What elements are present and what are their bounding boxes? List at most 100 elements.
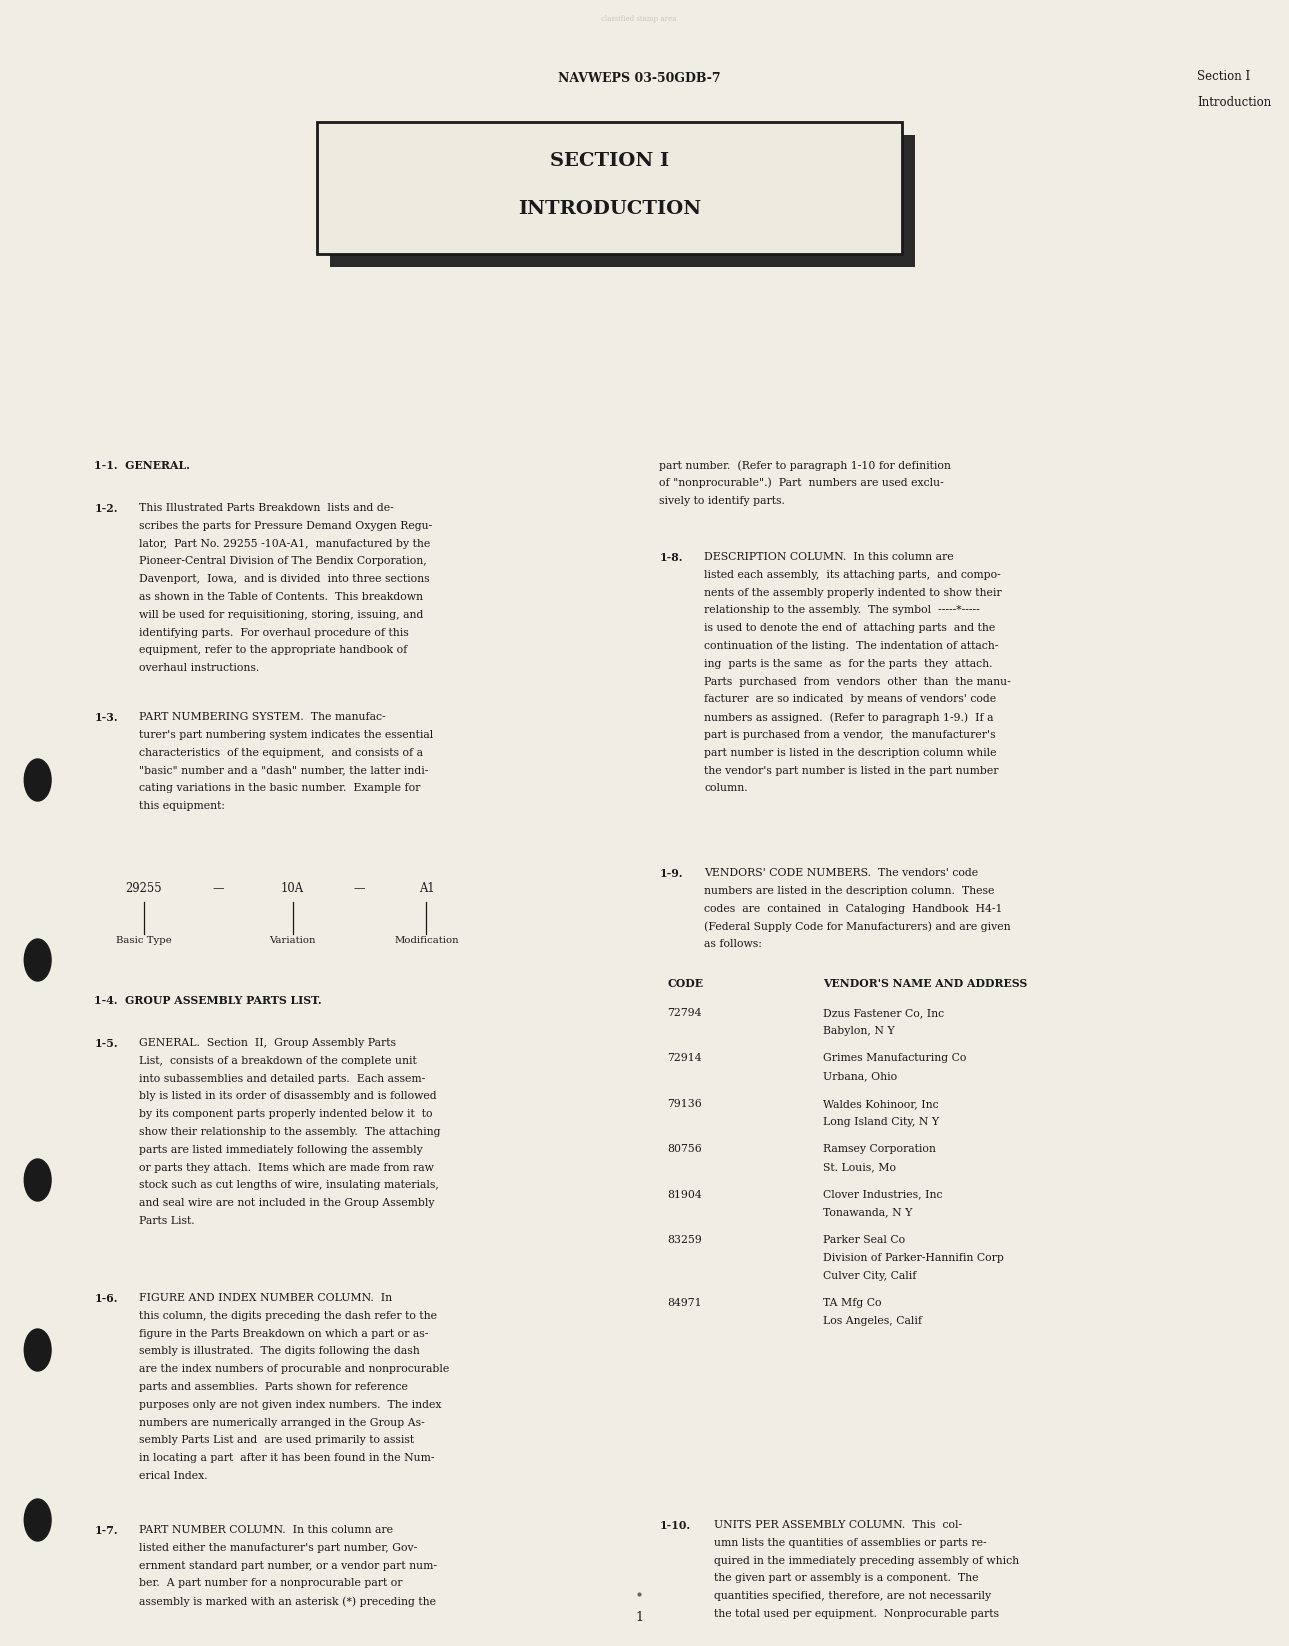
Text: FIGURE AND INDEX NUMBER COLUMN.  In: FIGURE AND INDEX NUMBER COLUMN. In bbox=[139, 1294, 392, 1304]
Text: column.: column. bbox=[704, 783, 748, 793]
Text: will be used for requisitioning, storing, issuing, and: will be used for requisitioning, storing… bbox=[139, 609, 423, 621]
Text: in locating a part  after it has been found in the Num-: in locating a part after it has been fou… bbox=[139, 1453, 434, 1463]
Text: codes  are  contained  in  Cataloging  Handbook  H4-1: codes are contained in Cataloging Handbo… bbox=[704, 904, 1003, 914]
Text: Parker Seal Co: Parker Seal Co bbox=[824, 1234, 905, 1244]
Text: sively to identify parts.: sively to identify parts. bbox=[660, 495, 785, 505]
Text: 1-10.: 1-10. bbox=[660, 1519, 691, 1531]
Text: GENERAL.  Section  II,  Group Assembly Parts: GENERAL. Section II, Group Assembly Part… bbox=[139, 1039, 396, 1049]
Ellipse shape bbox=[24, 1159, 52, 1202]
Text: scribes the parts for Pressure Demand Oxygen Regu-: scribes the parts for Pressure Demand Ox… bbox=[139, 520, 432, 530]
Text: (Federal Supply Code for Manufacturers) and are given: (Federal Supply Code for Manufacturers) … bbox=[704, 922, 1011, 932]
Text: Parts List.: Parts List. bbox=[139, 1216, 195, 1226]
Text: VENDORS' CODE NUMBERS.  The vendors' code: VENDORS' CODE NUMBERS. The vendors' code bbox=[704, 867, 978, 877]
Text: listed each assembly,  its attaching parts,  and compo-: listed each assembly, its attaching part… bbox=[704, 570, 1000, 579]
Text: part number.  (Refer to paragraph 1-10 for definition: part number. (Refer to paragraph 1-10 fo… bbox=[660, 459, 951, 471]
Text: 83259: 83259 bbox=[668, 1234, 703, 1244]
Text: relationship to the assembly.  The symbol  -----*-----: relationship to the assembly. The symbol… bbox=[704, 606, 980, 616]
Text: INTRODUCTION: INTRODUCTION bbox=[518, 201, 701, 217]
Text: 84971: 84971 bbox=[668, 1299, 703, 1309]
Ellipse shape bbox=[24, 938, 52, 981]
Text: UNITS PER ASSEMBLY COLUMN.  This  col-: UNITS PER ASSEMBLY COLUMN. This col- bbox=[714, 1519, 962, 1531]
Ellipse shape bbox=[24, 1500, 52, 1541]
Text: Pioneer-Central Division of The Bendix Corporation,: Pioneer-Central Division of The Bendix C… bbox=[139, 556, 427, 566]
Bar bbox=[317, 122, 902, 253]
Text: 1-5.: 1-5. bbox=[94, 1039, 117, 1049]
Text: Modification: Modification bbox=[394, 937, 459, 945]
Text: A1: A1 bbox=[419, 882, 434, 895]
Text: St. Louis, Mo: St. Louis, Mo bbox=[824, 1162, 896, 1172]
Text: numbers are numerically arranged in the Group As-: numbers are numerically arranged in the … bbox=[139, 1417, 424, 1427]
Text: SECTION I: SECTION I bbox=[550, 151, 669, 170]
Text: Urbana, Ohio: Urbana, Ohio bbox=[824, 1072, 897, 1081]
Text: continuation of the listing.  The indentation of attach-: continuation of the listing. The indenta… bbox=[704, 640, 999, 652]
Text: Dzus Fastener Co, Inc: Dzus Fastener Co, Inc bbox=[824, 1007, 945, 1017]
Text: 1-8.: 1-8. bbox=[660, 551, 683, 563]
Text: umn lists the quantities of assemblies or parts re-: umn lists the quantities of assemblies o… bbox=[714, 1537, 986, 1547]
Text: 81904: 81904 bbox=[668, 1190, 703, 1200]
Text: 72794: 72794 bbox=[668, 1007, 703, 1017]
Text: Section I: Section I bbox=[1197, 71, 1250, 82]
Text: this column, the digits preceding the dash refer to the: this column, the digits preceding the da… bbox=[139, 1310, 437, 1320]
Text: 1-9.: 1-9. bbox=[660, 867, 683, 879]
Text: Los Angeles, Calif: Los Angeles, Calif bbox=[824, 1315, 922, 1327]
Text: 1-1.  GENERAL.: 1-1. GENERAL. bbox=[94, 459, 189, 471]
Text: 29255: 29255 bbox=[125, 882, 162, 895]
Text: show their relationship to the assembly.  The attaching: show their relationship to the assembly.… bbox=[139, 1128, 441, 1137]
Text: CODE: CODE bbox=[668, 978, 704, 989]
Text: 1-2.: 1-2. bbox=[94, 504, 117, 514]
Text: equipment, refer to the appropriate handbook of: equipment, refer to the appropriate hand… bbox=[139, 645, 407, 655]
Text: turer's part numbering system indicates the essential: turer's part numbering system indicates … bbox=[139, 729, 433, 739]
Text: PART NUMBER COLUMN.  In this column are: PART NUMBER COLUMN. In this column are bbox=[139, 1524, 393, 1536]
Text: DESCRIPTION COLUMN.  In this column are: DESCRIPTION COLUMN. In this column are bbox=[704, 551, 954, 561]
Text: Babylon, N Y: Babylon, N Y bbox=[824, 1025, 895, 1035]
Text: purposes only are not given index numbers.  The index: purposes only are not given index number… bbox=[139, 1399, 441, 1411]
Text: nents of the assembly properly indented to show their: nents of the assembly properly indented … bbox=[704, 588, 1002, 597]
Text: are the index numbers of procurable and nonprocurable: are the index numbers of procurable and … bbox=[139, 1365, 449, 1374]
Text: as shown in the Table of Contents.  This breakdown: as shown in the Table of Contents. This … bbox=[139, 593, 423, 602]
Text: 10A: 10A bbox=[281, 882, 304, 895]
Text: the given part or assembly is a component.  The: the given part or assembly is a componen… bbox=[714, 1574, 978, 1583]
Text: 79136: 79136 bbox=[668, 1100, 703, 1109]
Text: Waldes Kohinoor, Inc: Waldes Kohinoor, Inc bbox=[824, 1100, 938, 1109]
Text: VENDOR'S NAME AND ADDRESS: VENDOR'S NAME AND ADDRESS bbox=[824, 978, 1027, 989]
Text: 1-4.  GROUP ASSEMBLY PARTS LIST.: 1-4. GROUP ASSEMBLY PARTS LIST. bbox=[94, 994, 322, 1006]
Text: "basic" number and a "dash" number, the latter indi-: "basic" number and a "dash" number, the … bbox=[139, 765, 428, 775]
Text: List,  consists of a breakdown of the complete unit: List, consists of a breakdown of the com… bbox=[139, 1055, 416, 1067]
Text: as follows:: as follows: bbox=[704, 940, 762, 950]
Text: sembly is illustrated.  The digits following the dash: sembly is illustrated. The digits follow… bbox=[139, 1346, 420, 1356]
Text: figure in the Parts Breakdown on which a part or as-: figure in the Parts Breakdown on which a… bbox=[139, 1328, 428, 1338]
Text: listed either the manufacturer's part number, Gov-: listed either the manufacturer's part nu… bbox=[139, 1542, 418, 1552]
Text: and seal wire are not included in the Group Assembly: and seal wire are not included in the Gr… bbox=[139, 1198, 434, 1208]
Text: facturer  are so indicated  by means of vendors' code: facturer are so indicated by means of ve… bbox=[704, 695, 996, 704]
Text: of "nonprocurable".)  Part  numbers are used exclu-: of "nonprocurable".) Part numbers are us… bbox=[660, 477, 945, 489]
Text: or parts they attach.  Items which are made from raw: or parts they attach. Items which are ma… bbox=[139, 1162, 433, 1172]
Text: parts and assemblies.  Parts shown for reference: parts and assemblies. Parts shown for re… bbox=[139, 1383, 407, 1393]
Text: the vendor's part number is listed in the part number: the vendor's part number is listed in th… bbox=[704, 765, 999, 775]
Text: overhaul instructions.: overhaul instructions. bbox=[139, 663, 259, 673]
Text: Basic Type: Basic Type bbox=[116, 937, 171, 945]
Text: NAVWEPS 03-50GDB-7: NAVWEPS 03-50GDB-7 bbox=[558, 72, 721, 86]
Text: TA Mfg Co: TA Mfg Co bbox=[824, 1299, 882, 1309]
Text: Parts  purchased  from  vendors  other  than  the manu-: Parts purchased from vendors other than … bbox=[704, 677, 1011, 686]
Text: part number is listed in the description column while: part number is listed in the description… bbox=[704, 747, 996, 757]
Text: ing  parts is the same  as  for the parts  they  attach.: ing parts is the same as for the parts t… bbox=[704, 658, 993, 668]
Text: Grimes Manufacturing Co: Grimes Manufacturing Co bbox=[824, 1053, 967, 1063]
Text: bly is listed in its order of disassembly and is followed: bly is listed in its order of disassembl… bbox=[139, 1091, 437, 1101]
Text: classified stamp area: classified stamp area bbox=[602, 15, 677, 23]
Bar bbox=[330, 135, 915, 267]
Ellipse shape bbox=[24, 759, 52, 802]
Text: Long Island City, N Y: Long Island City, N Y bbox=[824, 1116, 940, 1126]
Text: Ramsey Corporation: Ramsey Corporation bbox=[824, 1144, 936, 1154]
Text: quantities specified, therefore, are not necessarily: quantities specified, therefore, are not… bbox=[714, 1592, 991, 1602]
Ellipse shape bbox=[24, 1328, 52, 1371]
Text: 1-3.: 1-3. bbox=[94, 713, 117, 723]
Text: cating variations in the basic number.  Example for: cating variations in the basic number. E… bbox=[139, 783, 420, 793]
Text: characteristics  of the equipment,  and consists of a: characteristics of the equipment, and co… bbox=[139, 747, 423, 757]
Text: Division of Parker-Hannifin Corp: Division of Parker-Hannifin Corp bbox=[824, 1253, 1004, 1262]
Text: —: — bbox=[353, 882, 365, 895]
Text: by its component parts properly indented below it  to: by its component parts properly indented… bbox=[139, 1109, 432, 1119]
Text: 1: 1 bbox=[635, 1611, 643, 1625]
Text: Tonawanda, N Y: Tonawanda, N Y bbox=[824, 1208, 913, 1218]
Text: Introduction: Introduction bbox=[1197, 95, 1271, 109]
Text: 1-6.: 1-6. bbox=[94, 1294, 117, 1304]
